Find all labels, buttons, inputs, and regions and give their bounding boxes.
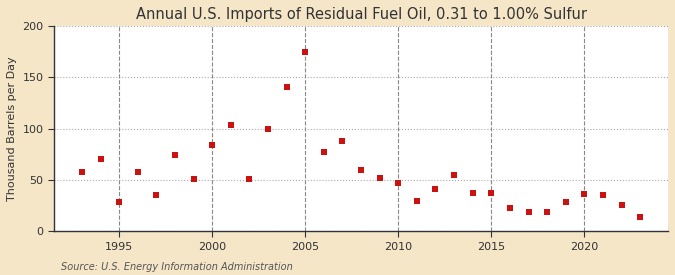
Point bbox=[76, 169, 87, 174]
Point bbox=[449, 172, 460, 177]
Point bbox=[244, 177, 254, 181]
Point bbox=[486, 191, 497, 195]
Y-axis label: Thousand Barrels per Day: Thousand Barrels per Day bbox=[7, 56, 17, 201]
Point bbox=[412, 199, 423, 204]
Point bbox=[169, 153, 180, 157]
Text: Source: U.S. Energy Information Administration: Source: U.S. Energy Information Administ… bbox=[61, 262, 292, 272]
Point bbox=[300, 49, 310, 54]
Point bbox=[393, 181, 404, 185]
Point bbox=[430, 187, 441, 191]
Point bbox=[523, 210, 534, 214]
Point bbox=[281, 85, 292, 90]
Point bbox=[337, 139, 348, 143]
Point bbox=[504, 205, 515, 210]
Point bbox=[597, 193, 608, 197]
Point bbox=[95, 157, 106, 161]
Point bbox=[132, 169, 143, 174]
Point bbox=[579, 192, 590, 196]
Point bbox=[560, 200, 571, 205]
Point bbox=[114, 200, 125, 205]
Point bbox=[319, 150, 329, 154]
Point bbox=[374, 175, 385, 180]
Title: Annual U.S. Imports of Residual Fuel Oil, 0.31 to 1.00% Sulfur: Annual U.S. Imports of Residual Fuel Oil… bbox=[136, 7, 587, 22]
Point bbox=[467, 191, 478, 195]
Point bbox=[356, 167, 367, 172]
Point bbox=[225, 123, 236, 128]
Point bbox=[207, 143, 217, 147]
Point bbox=[542, 210, 553, 214]
Point bbox=[616, 203, 627, 208]
Point bbox=[188, 177, 199, 181]
Point bbox=[634, 214, 645, 219]
Point bbox=[151, 193, 162, 197]
Point bbox=[263, 126, 273, 131]
